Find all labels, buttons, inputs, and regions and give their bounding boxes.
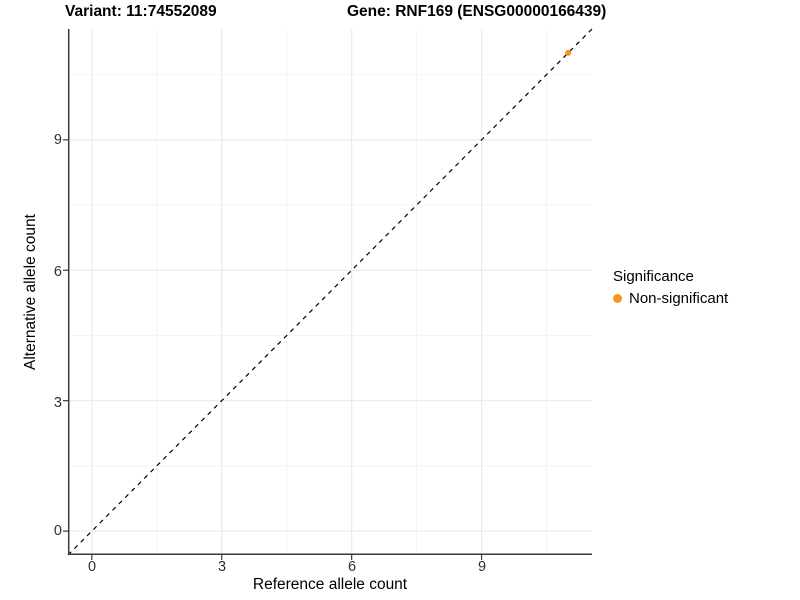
x-tick-label-3: 3 bbox=[217, 559, 227, 575]
plot-canvas bbox=[63, 28, 593, 560]
legend-item-non-significant: Non-significant bbox=[613, 290, 728, 307]
y-tick-label-9: 9 bbox=[53, 132, 62, 148]
y-axis-title: Alternative allele count bbox=[22, 214, 39, 370]
y-tick-label-0: 0 bbox=[53, 523, 62, 539]
x-tick-label-9: 9 bbox=[477, 559, 487, 575]
x-tick-label-6: 6 bbox=[347, 559, 357, 575]
legend-point-icon bbox=[613, 294, 622, 303]
x-tick-label-0: 0 bbox=[87, 559, 97, 575]
plot-panel bbox=[63, 28, 593, 560]
legend: Significance Non-significant bbox=[613, 268, 728, 307]
legend-title: Significance bbox=[613, 268, 694, 285]
y-tick-label-3: 3 bbox=[53, 395, 62, 411]
y-tick-label-6: 6 bbox=[53, 264, 62, 280]
plot-title-gene: Gene: RNF169 (ENSG00000166439) bbox=[347, 3, 607, 20]
plot-title-variant: Variant: 11:74552089 bbox=[65, 3, 217, 20]
x-axis-title: Reference allele count bbox=[252, 576, 408, 593]
data-point bbox=[565, 49, 572, 56]
legend-item-label: Non-significant bbox=[629, 290, 729, 307]
